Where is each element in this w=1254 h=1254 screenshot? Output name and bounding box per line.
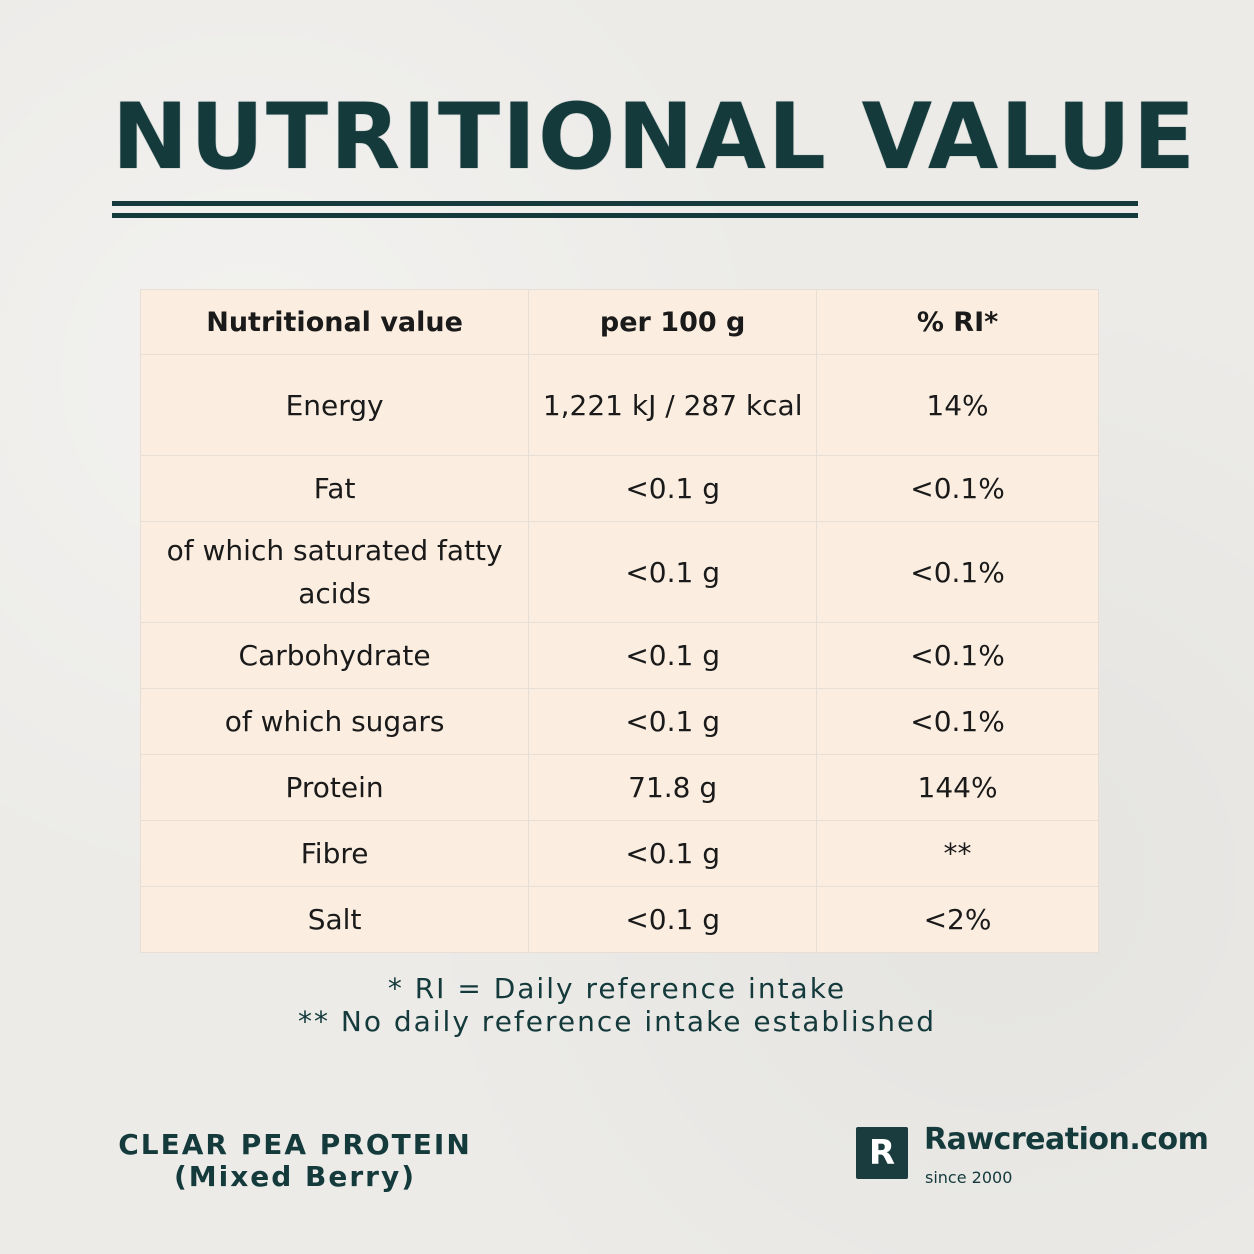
brand-name: Rawcreation.com (924, 1122, 1209, 1157)
table-row: Fat <0.1 g <0.1% (139, 455, 1099, 522)
nutrient-ri: 144% (816, 754, 1099, 821)
product-name: CLEAR PEA PROTEIN (118, 1128, 472, 1161)
table-row: Protein 71.8 g 144% (139, 754, 1099, 821)
table-row: Fibre <0.1 g ** (139, 820, 1099, 887)
title-underline-bottom (112, 213, 1138, 218)
header-nutritional-value: Nutritional value (139, 289, 530, 355)
nutrient-ri: <0.1% (816, 688, 1099, 755)
nutrient-amount: 71.8 g (528, 754, 818, 821)
nutrient-amount: 1,221 kJ / 287 kcal (528, 354, 818, 456)
nutrient-ri: 14% (816, 354, 1099, 456)
table-row: Carbohydrate <0.1 g <0.1% (139, 622, 1099, 689)
nutrient-amount: <0.1 g (528, 886, 818, 953)
footnote-ri: * RI = Daily reference intake (387, 972, 847, 1005)
nutrient-ri: <2% (816, 886, 1099, 953)
brand-tagline: since 2000 (925, 1168, 1013, 1187)
nutrient-name: Protein (139, 754, 530, 821)
nutrient-name: of which sugars (139, 688, 530, 755)
nutrient-amount: <0.1 g (528, 455, 818, 522)
nutrient-name: Fibre (139, 820, 530, 887)
nutrient-name: of which saturated fatty acids (139, 521, 530, 623)
table-row: of which sugars <0.1 g <0.1% (139, 688, 1099, 755)
nutrition-table: Nutritional value per 100 g % RI* Energy… (139, 289, 1099, 953)
nutrient-amount: <0.1 g (528, 820, 818, 887)
nutrient-ri: <0.1% (816, 622, 1099, 689)
nutrient-name: Fat (139, 455, 530, 522)
product-flavor: (Mixed Berry) (173, 1160, 417, 1193)
nutrient-amount: <0.1 g (528, 622, 818, 689)
footnote-no-ri: ** No daily reference intake established (297, 1005, 937, 1038)
nutrient-name: Carbohydrate (139, 622, 530, 689)
table-row: of which saturated fatty acids <0.1 g <0… (139, 521, 1099, 623)
nutrient-ri: <0.1% (816, 455, 1099, 522)
nutrient-name: Salt (139, 886, 530, 953)
header-per-100g: per 100 g (528, 289, 818, 355)
table-row: Salt <0.1 g <2% (139, 886, 1099, 953)
table-header-row: Nutritional value per 100 g % RI* (139, 289, 1099, 355)
page-title: NUTRITIONAL VALUE (112, 85, 1198, 190)
title-underline-top (112, 201, 1138, 206)
nutrient-ri: <0.1% (816, 521, 1099, 623)
nutrient-amount: <0.1 g (528, 521, 818, 623)
header-percent-ri: % RI* (816, 289, 1099, 355)
nutrient-amount: <0.1 g (528, 688, 818, 755)
nutrient-name: Energy (139, 354, 530, 456)
table-row: Energy 1,221 kJ / 287 kcal 14% (139, 354, 1099, 456)
nutrient-ri: ** (816, 820, 1099, 887)
brand-logo-icon: R (856, 1127, 908, 1179)
